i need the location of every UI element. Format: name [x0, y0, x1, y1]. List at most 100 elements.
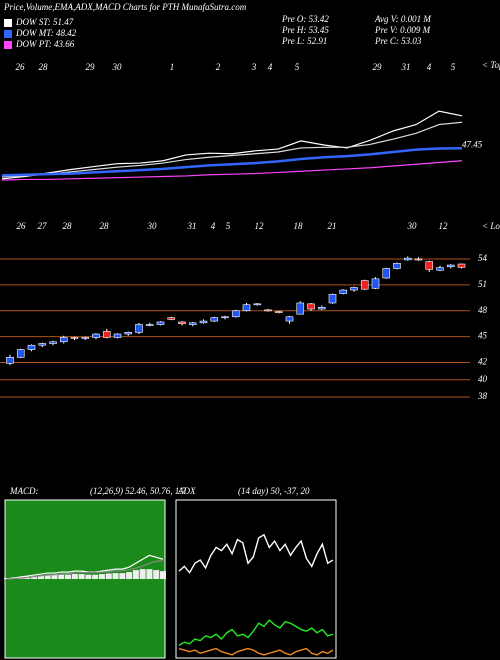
histogram-bar [98, 574, 105, 579]
candle-body [339, 289, 348, 294]
histogram-bar [51, 575, 58, 579]
page-title: Price,Volume,EMA,ADX,MACD Charts for PTH… [3, 2, 247, 12]
end-label: 47.45 [462, 139, 483, 149]
candle-body [210, 317, 219, 322]
info-text: Pre H: 53.45 [281, 25, 329, 35]
panel-params: (14 day) 50, -37, 20 [238, 486, 310, 496]
x-tick-label: 27 [38, 221, 48, 231]
histogram-bar [119, 573, 126, 579]
info-text: Pre O: 53.42 [281, 14, 329, 24]
y-tick-label: 42 [478, 357, 488, 367]
x-tick-label: 31 [401, 62, 411, 72]
candle-body [382, 268, 391, 279]
candle-body [199, 320, 208, 324]
corner-label: < Tops [482, 60, 500, 70]
y-tick-label: 45 [478, 331, 488, 341]
candle-body [393, 263, 401, 269]
panel-params: (12,26,9) 52.46, 50.76, 1.7 [90, 486, 186, 496]
x-tick-label: 12 [439, 221, 449, 231]
ema-line [1, 110, 463, 180]
candle-body [307, 303, 315, 310]
legend-label: DOW MT: 48.42 [15, 28, 77, 38]
ema-line [1, 160, 463, 181]
candle-body [135, 324, 143, 333]
y-tick-label: 54 [478, 253, 488, 263]
info-text: Pre V: 0.009 M [374, 25, 431, 35]
ema-line [1, 121, 463, 178]
histogram-bar [65, 574, 72, 579]
candle-body [81, 337, 90, 339]
candle-body [188, 322, 197, 325]
candle-body [102, 331, 111, 338]
candle-body [145, 324, 154, 326]
candle-body [446, 264, 455, 268]
y-tick-label: 38 [477, 391, 488, 401]
candle-body [274, 311, 283, 313]
candle-body [328, 294, 337, 304]
histogram-bar [37, 575, 44, 579]
candle-body [457, 263, 466, 268]
x-tick-label: 4 [427, 62, 432, 72]
histogram-bar [105, 573, 112, 579]
info-text: Avg V: 0.001 M [374, 14, 431, 24]
ema-line [1, 146, 463, 177]
x-tick-label: 5 [295, 62, 300, 72]
histogram-bar [78, 574, 85, 579]
x-tick-label: 12 [255, 221, 265, 231]
adx-line [178, 533, 334, 574]
x-tick-label: 4 [268, 62, 273, 72]
histogram-bar [132, 570, 139, 579]
x-tick-label: 30 [112, 62, 123, 72]
x-tick-label: 5 [451, 62, 456, 72]
legend-swatch [4, 30, 12, 38]
y-tick-label: 40 [478, 374, 488, 384]
candle-body [27, 344, 36, 350]
candle-body [92, 333, 100, 338]
y-tick-label: 51 [478, 279, 487, 289]
candle-body [178, 321, 186, 324]
candle-body [231, 310, 240, 318]
x-tick-label: 3 [251, 62, 257, 72]
signal-line [6, 560, 164, 580]
x-tick-label: 21 [328, 221, 337, 231]
x-tick-label: 4 [211, 221, 216, 231]
histogram-bar [44, 575, 51, 579]
info-text: Pre C: 53.03 [374, 36, 422, 46]
x-tick-label: 28 [39, 62, 49, 72]
candle-body [113, 333, 122, 338]
candle-body [253, 303, 262, 306]
legend-swatch [4, 41, 12, 49]
histogram-bar [146, 569, 153, 579]
candle-body [156, 321, 165, 325]
candle-body [350, 287, 358, 291]
x-tick-label: 28 [100, 221, 110, 231]
x-tick-label: 28 [63, 221, 73, 231]
candle-body [285, 316, 294, 322]
x-tick-label: 30 [147, 221, 158, 231]
candle-body [436, 267, 444, 271]
y-tick-label: 48 [478, 305, 488, 315]
adx-panel [175, 499, 337, 659]
adx-line [178, 647, 334, 656]
x-tick-label: 2 [216, 62, 221, 72]
histogram-bar [112, 573, 119, 579]
histogram-bar [58, 574, 65, 579]
legend-swatch [4, 19, 12, 27]
candle-body [167, 317, 176, 320]
macd-line [6, 554, 164, 580]
histogram-bar [139, 569, 146, 579]
candle-body [16, 349, 25, 358]
candle-body [49, 341, 57, 344]
histogram-bar [85, 574, 92, 579]
candle-body [242, 304, 251, 312]
candle-body [414, 258, 423, 261]
candle-body [59, 337, 68, 343]
panel-title: MACD: [9, 486, 39, 496]
adx-line [178, 619, 334, 646]
x-tick-label: 31 [187, 221, 197, 231]
x-tick-label: 30 [407, 221, 418, 231]
histogram-bar [153, 570, 160, 579]
x-tick-label: 29 [86, 62, 96, 72]
x-tick-label: 18 [294, 221, 304, 231]
